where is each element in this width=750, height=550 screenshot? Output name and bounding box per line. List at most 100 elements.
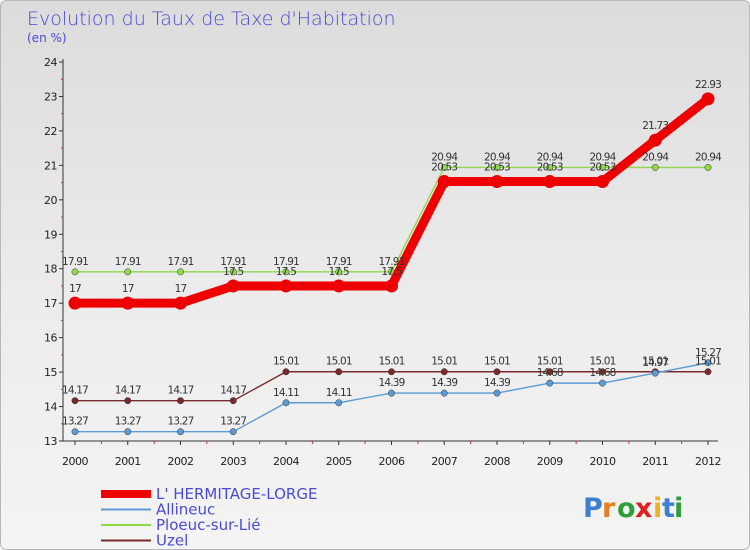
data-point: [71, 268, 79, 276]
data-point: [704, 368, 712, 376]
data-point: [437, 175, 451, 189]
chart-title: Evolution du Taux de Taxe d'Habitation: [27, 8, 396, 30]
y-tick-label: 14: [44, 401, 57, 414]
logo-letter: x: [635, 493, 652, 524]
data-point: [332, 279, 346, 293]
data-label: 13.27: [167, 416, 193, 428]
legend-label: Allineuc: [156, 501, 215, 519]
data-point: [121, 296, 135, 310]
data-label: 17: [122, 283, 134, 295]
data-label: 20.94: [589, 151, 616, 163]
data-label: 14.68: [537, 367, 563, 379]
data-point: [335, 368, 343, 376]
data-point: [177, 428, 184, 436]
y-tick-label: 22: [44, 125, 57, 138]
data-label: 17.5: [276, 266, 296, 278]
data-point: [440, 389, 448, 397]
x-tick-label: 2005: [326, 455, 352, 468]
x-tick-label: 2004: [273, 455, 299, 468]
data-point: [543, 175, 557, 189]
data-label: 14.39: [431, 377, 457, 389]
data-label: 13.27: [115, 416, 141, 428]
data-label: 13.27: [220, 416, 246, 428]
data-point: [335, 268, 343, 276]
data-point: [440, 368, 448, 376]
data-point: [335, 399, 343, 407]
data-point: [648, 133, 662, 147]
logo-letter: i: [674, 493, 683, 524]
data-point: [229, 268, 237, 276]
data-point: [493, 368, 501, 376]
data-label: 20.53: [589, 162, 615, 174]
data-point: [388, 389, 395, 397]
data-label: 15.01: [642, 356, 668, 368]
data-label: 14.39: [484, 377, 510, 389]
data-point: [282, 399, 290, 407]
series-layer: [68, 92, 715, 436]
data-label: 15.01: [695, 356, 721, 368]
data-label: 14.39: [378, 377, 404, 389]
x-tick-label: 2000: [62, 455, 88, 468]
data-point: [68, 296, 82, 310]
data-point: [124, 268, 132, 276]
data-point: [440, 163, 448, 171]
data-point: [177, 397, 184, 405]
legend-label: Ploeuc-sur-Lié: [156, 516, 260, 534]
data-point: [546, 379, 554, 387]
data-point: [229, 397, 237, 405]
data-point: [282, 268, 290, 276]
data-point: [71, 428, 79, 436]
y-tick-label: 21: [44, 159, 57, 172]
data-label: 17.5: [329, 266, 349, 278]
logo-letter: o: [617, 493, 636, 524]
data-label: 20.53: [537, 162, 563, 174]
data-label: 15.01: [537, 356, 563, 368]
legend-label: L' HERMITAGE-LORGE: [156, 485, 317, 503]
data-label: 20.94: [484, 151, 511, 163]
data-label: 20.94: [695, 151, 722, 163]
x-tick-label: 2012: [695, 455, 721, 468]
data-label: 20.94: [431, 151, 458, 163]
data-label: 20.94: [642, 151, 669, 163]
data-point: [596, 175, 609, 189]
data-point: [226, 279, 240, 293]
data-label: 17.5: [381, 266, 401, 278]
legend-label: Uzel: [156, 532, 188, 550]
y-tick-label: 16: [44, 332, 57, 345]
x-tick-label: 2001: [115, 455, 141, 468]
data-point: [493, 163, 501, 171]
data-label: 17: [175, 283, 187, 295]
data-point: [229, 428, 237, 436]
x-tick-label: 2010: [590, 455, 616, 468]
data-label: 14.68: [589, 367, 615, 379]
data-point: [493, 389, 501, 397]
y-tick-label: 17: [44, 297, 57, 310]
data-label: 17.91: [167, 256, 193, 268]
data-label: 20.53: [484, 162, 510, 174]
x-tick-label: 2009: [537, 455, 563, 468]
data-label: 17: [69, 283, 81, 295]
data-label: 17.91: [220, 256, 246, 268]
data-point: [385, 279, 398, 293]
data-label: 15.01: [378, 356, 404, 368]
data-point: [599, 368, 606, 376]
data-point: [490, 175, 504, 189]
data-label: 17.91: [378, 256, 404, 268]
data-point: [704, 359, 712, 367]
data-point: [388, 368, 395, 376]
data-label: 17.91: [326, 256, 352, 268]
y-tick-label: 18: [44, 263, 57, 276]
data-label: 17.91: [115, 256, 141, 268]
data-point: [124, 397, 132, 405]
data-point: [704, 163, 712, 171]
logo-letter: P: [583, 493, 603, 524]
data-label: 15.01: [326, 356, 352, 368]
data-point: [279, 279, 293, 293]
data-label: 15.27: [695, 347, 721, 359]
logo-letter: t: [662, 493, 675, 524]
data-point: [546, 163, 554, 171]
data-point: [282, 368, 290, 376]
x-tick-label: 2002: [168, 455, 194, 468]
x-tick-label: 2003: [220, 455, 246, 468]
data-label: 15.01: [431, 356, 457, 368]
